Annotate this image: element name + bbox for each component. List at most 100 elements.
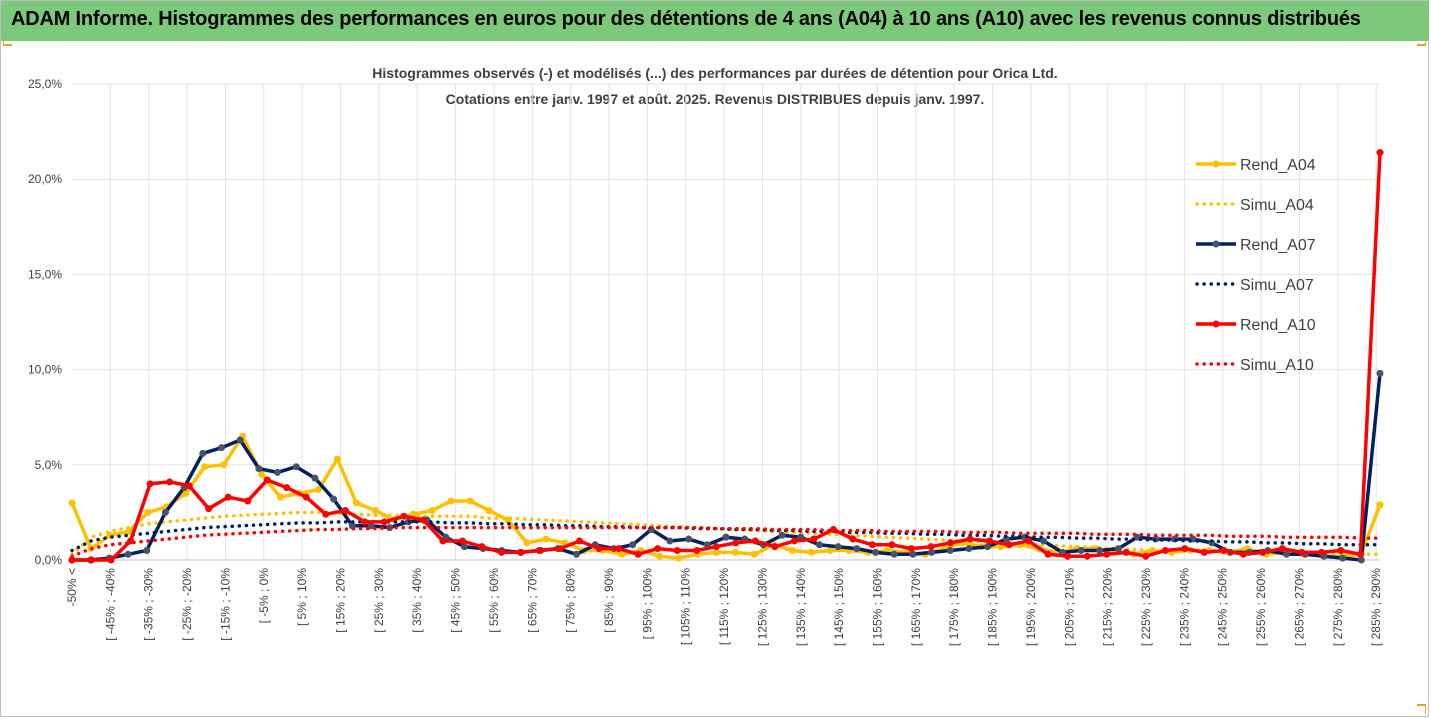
series-rend-a10-line xyxy=(72,152,1382,562)
series-rend-a07-point xyxy=(871,548,879,556)
x-tick-label: [ 95% ; 100% xyxy=(640,568,654,640)
series-rend-a10-point xyxy=(927,543,935,551)
series-rend-a10-point xyxy=(1122,548,1130,556)
series-rend-a07-point xyxy=(1339,554,1347,562)
y-tick-label: 25,0% xyxy=(28,77,62,91)
series-rend-a07-point xyxy=(199,449,207,457)
series-rend-a10-point xyxy=(400,512,408,520)
axes: 0,0% 5,0% 10,0% 15,0% 20,0% 25,0% -50% < [ -45%… xyxy=(28,77,1383,646)
series-rend-a04-point xyxy=(371,506,379,514)
series-rend-a07-point xyxy=(666,537,674,545)
resize-handle-icon[interactable] xyxy=(1416,704,1426,714)
series-rend-a10-point xyxy=(185,482,193,490)
series-rend-a04-point xyxy=(182,489,190,497)
series-rend-a10-point xyxy=(205,505,213,513)
x-tick-label: [ 45% ; 50% xyxy=(449,568,463,633)
series-rend-a07-point xyxy=(853,545,861,553)
series-rend-a07-point xyxy=(909,550,917,558)
chart-subtitle: Cotations entre janv. 1997 et août. 2025… xyxy=(446,91,985,107)
series-rend-a10-point xyxy=(166,478,174,486)
x-tick-label: [ 225% ; 230% xyxy=(1139,568,1153,646)
x-tick-label: [ 245% ; 250% xyxy=(1216,568,1230,646)
series-rend-a10-point xyxy=(419,516,427,524)
series-rend-a10-point xyxy=(537,546,545,554)
series-rend-a10-point xyxy=(322,510,330,518)
series-rend-a04-point xyxy=(656,552,664,560)
series-rend-a04-point xyxy=(1376,501,1384,509)
legend-label-simu-a07: Simu_A07 xyxy=(1240,277,1314,294)
series-rend-a10-point xyxy=(654,545,662,553)
legend[interactable]: Rend_A04 Simu_A04 Rend_A07 Simu_A07 Rend_A10… xyxy=(1195,157,1316,374)
series-rend-a07-point xyxy=(928,548,936,556)
series-rend-a10-point xyxy=(556,545,564,553)
resize-handle-icon[interactable] xyxy=(1416,36,1426,46)
x-tick-label: -50% < xyxy=(65,568,79,606)
y-tick-label: 0,0% xyxy=(35,553,63,567)
series-rend-a10-point xyxy=(302,493,310,501)
series-rend-a07-point xyxy=(890,550,898,558)
series-rend-a10-point xyxy=(868,541,876,549)
x-tick-label: [ 255% ; 260% xyxy=(1254,568,1268,646)
x-tick-label: [ 65% ; 70% xyxy=(525,568,539,633)
x-tick-label: [ 285% ; 290% xyxy=(1369,568,1383,646)
series-rend-a10-point xyxy=(478,543,486,551)
series-rend-a04-point xyxy=(713,548,721,556)
series-rend-a10-point xyxy=(1103,550,1111,558)
series-rend-a04-point xyxy=(523,539,531,547)
series-rend-a07-point xyxy=(161,508,169,516)
series-rend-a10-point xyxy=(673,546,681,554)
series-rend-a10-point xyxy=(1181,545,1189,553)
x-tick-label: [ 165% ; 170% xyxy=(909,568,923,646)
legend-label-rend-a10: Rend_A10 xyxy=(1240,317,1316,334)
series-rend-a04-point xyxy=(201,463,209,471)
x-tick-label: [ 265% ; 270% xyxy=(1292,568,1306,646)
x-tick-label: [ 275% ; 280% xyxy=(1331,568,1345,646)
series-rend-a04-point xyxy=(788,546,796,554)
series-rend-a04-point xyxy=(675,554,683,562)
resize-handle-icon[interactable] xyxy=(3,36,13,46)
series-rend-a10-point xyxy=(1025,537,1033,545)
x-tick-label: [ 185% ; 190% xyxy=(986,568,1000,646)
series-rend-a10-point xyxy=(1083,552,1091,560)
series-rend-a04-point xyxy=(68,499,76,507)
series-simu-a07-line xyxy=(70,520,1382,553)
series-rend-a10-point xyxy=(497,548,505,556)
series-rend-a10-point xyxy=(1200,548,1208,556)
series-rend-a10-point xyxy=(595,545,603,553)
series-rend-a10-point xyxy=(1239,550,1247,558)
series-rend-a10-point xyxy=(517,548,525,556)
series-rend-a07-point xyxy=(236,436,244,444)
x-tick-label: [ 5% ; 10% xyxy=(295,568,309,626)
series-rend-a10-point xyxy=(947,539,955,547)
x-tick-label: [ -25% ; -20% xyxy=(180,568,194,641)
series-rend-a04-point xyxy=(125,527,133,535)
series-rend-a10-point xyxy=(576,537,584,545)
report-title: ADAM Informe. Histogrammes des performan… xyxy=(11,8,1361,30)
series-rend-a10-point xyxy=(1356,550,1364,558)
series-rend-a10-point xyxy=(1161,546,1169,554)
series-rend-a10-point xyxy=(68,556,76,564)
series-rend-a07-point xyxy=(255,465,263,473)
series-rend-a07-point xyxy=(946,546,954,554)
series-rend-a07-point xyxy=(815,541,823,549)
series-rend-a04-point xyxy=(333,455,341,463)
series-rend-a07-point xyxy=(217,444,225,452)
series-rend-a10-point xyxy=(888,541,896,549)
series-rend-a07-point xyxy=(1096,546,1104,554)
series-rend-a07-point xyxy=(1114,545,1122,553)
series-rend-a07-point xyxy=(629,541,637,549)
y-tick-label: 15,0% xyxy=(28,267,62,281)
x-tick-label: [ 35% ; 40% xyxy=(410,568,424,633)
series-rend-a04-point xyxy=(352,499,360,507)
x-tick-label: [ 15% ; 20% xyxy=(334,568,348,633)
series-rend-a07-point xyxy=(778,531,786,539)
series xyxy=(68,149,1384,564)
x-tick-label: [ 235% ; 240% xyxy=(1177,568,1191,646)
series-rend-a07-point xyxy=(1040,537,1048,545)
x-tick-label: [ -15% ; -10% xyxy=(218,568,232,641)
series-rend-a10-point xyxy=(907,545,915,553)
series-rend-a10-point xyxy=(458,537,466,545)
x-tick-label: [ 55% ; 60% xyxy=(487,568,501,633)
series-rend-a10-point xyxy=(361,518,369,526)
